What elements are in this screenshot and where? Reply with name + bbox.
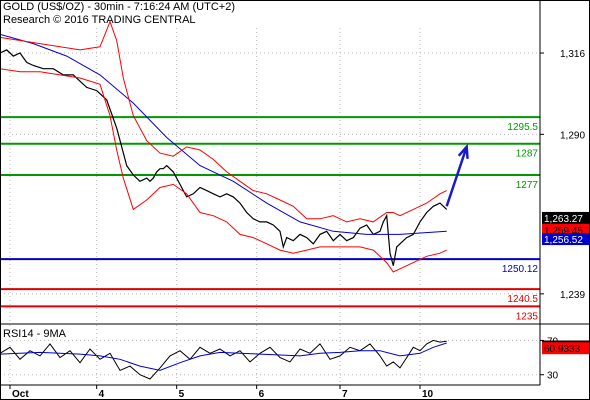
x-tick-label: Oct — [12, 389, 29, 400]
level-label: 1250.12 — [502, 264, 539, 275]
moving-average-line — [0, 33, 447, 235]
price-tick-label: 1,316 — [560, 49, 585, 60]
price-tag — [542, 223, 590, 236]
bollinger-band-line — [0, 68, 447, 273]
level-label: 1287 — [516, 149, 539, 160]
rsi-ma-line — [0, 342, 447, 371]
price-tag-label: 1,259.45 — [544, 226, 583, 237]
rsi-tag-label: 60.9333 — [544, 344, 581, 355]
rsi-tag — [542, 342, 590, 355]
level-label: 1235 — [516, 311, 539, 322]
rsi-axis: 703062.918160.9333 — [540, 336, 590, 382]
forecast-arrow-shaft — [445, 146, 468, 207]
forecast-arrow-head — [457, 143, 469, 159]
price-tick-label: 1,239 — [560, 290, 585, 301]
rsi-line — [0, 339, 447, 380]
level-label: 1295.5 — [507, 122, 538, 133]
rsi-title: RSI14 - 9MA — [3, 328, 67, 340]
price-series — [0, 20, 469, 273]
chart-credit: Research © 2016 TRADING CENTRAL — [3, 14, 196, 26]
price-tag-label: 1,256.52 — [544, 235, 583, 246]
price-levels: 1295.5 1287 1277 1250.12 1240.5 1235 — [0, 116, 540, 322]
price-tag — [542, 233, 590, 246]
price-line — [0, 49, 448, 266]
x-tick-label: 6 — [259, 389, 265, 400]
price-tag — [542, 211, 590, 224]
time-axis: Oct 4 5 6 7 10 — [0, 384, 540, 400]
price-tag-label: 1,263.27 — [544, 214, 583, 225]
chart-title: GOLD (US$/OZ) - 30min - 7:16:24 AM (UTC+… — [3, 1, 235, 13]
price-tick-label: 1,290 — [560, 130, 585, 141]
bollinger-band-line — [0, 20, 447, 223]
price-grid — [0, 28, 540, 322]
x-tick-label: 5 — [179, 389, 185, 400]
level-label: 1240.5 — [507, 294, 538, 305]
x-tick-label: 4 — [99, 389, 105, 400]
level-label: 1277 — [516, 180, 539, 191]
price-axis: 1,316 1,290 1,239 1,263.271,259.451,256.52 — [540, 49, 590, 301]
x-tick-label: 7 — [342, 389, 348, 400]
rsi-series — [0, 339, 447, 380]
x-tick-label: 10 — [422, 389, 434, 400]
rsi-tick-label: 30 — [547, 371, 559, 382]
